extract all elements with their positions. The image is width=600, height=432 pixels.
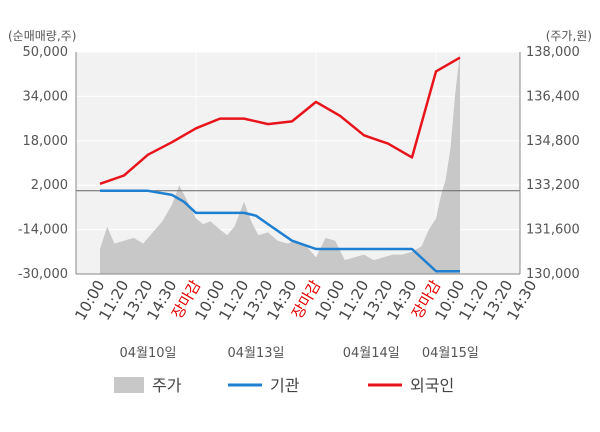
y-right-tick-label: 131,600 <box>526 223 580 238</box>
y-right-tick-label: 138,000 <box>526 45 580 60</box>
y-right-tick-label: 130,000 <box>526 267 580 282</box>
y-left-tick-label: 34,000 <box>23 89 69 104</box>
y-left-tick-label: 50,000 <box>23 45 69 60</box>
legend-swatch-price <box>114 377 144 393</box>
y-right-unit: (주가,원) <box>546 29 592 43</box>
day-labels: 04월10일 04월13일 04월14일 04월15일 <box>119 346 478 361</box>
y-left-tick-label: -30,000 <box>18 267 68 282</box>
day-label: 04월14일 <box>343 346 400 361</box>
y-right-tick-label: 136,400 <box>526 89 580 104</box>
legend-label-foreign: 외국인 <box>410 376 454 395</box>
y-left-unit: (순매매량,주) <box>8 29 76 43</box>
axes <box>75 52 521 275</box>
day-label: 04월15일 <box>422 346 479 361</box>
x-ticks: 10:0011:2013:2014:30장마감10:0011:2013:2014… <box>71 277 540 324</box>
y-left-ticks: 50,000 34,000 18,000 2,000 -14,000 -30,000 <box>18 45 68 282</box>
y-right-ticks: 138,000 136,400 134,800 133,200 131,600 130,0… <box>526 45 580 282</box>
institution-line <box>100 189 460 273</box>
day-label: 04월13일 <box>227 346 284 361</box>
legend-label-price: 주가 <box>152 376 182 395</box>
price-series <box>100 52 460 274</box>
price-area <box>100 52 460 274</box>
day-label: 04월10일 <box>119 346 176 361</box>
y-left-tick-label: 18,000 <box>23 134 69 149</box>
y-left-tick-label: -14,000 <box>18 223 68 238</box>
legend-label-inst: 기관 <box>270 376 300 395</box>
legend: 주가 기관 외국인 <box>114 376 454 395</box>
y-right-tick-label: 134,800 <box>526 134 580 149</box>
foreign-line <box>99 56 461 185</box>
y-left-tick-label: 2,000 <box>31 178 68 193</box>
flow-series <box>99 56 461 273</box>
y-right-tick-label: 133,200 <box>526 178 580 193</box>
